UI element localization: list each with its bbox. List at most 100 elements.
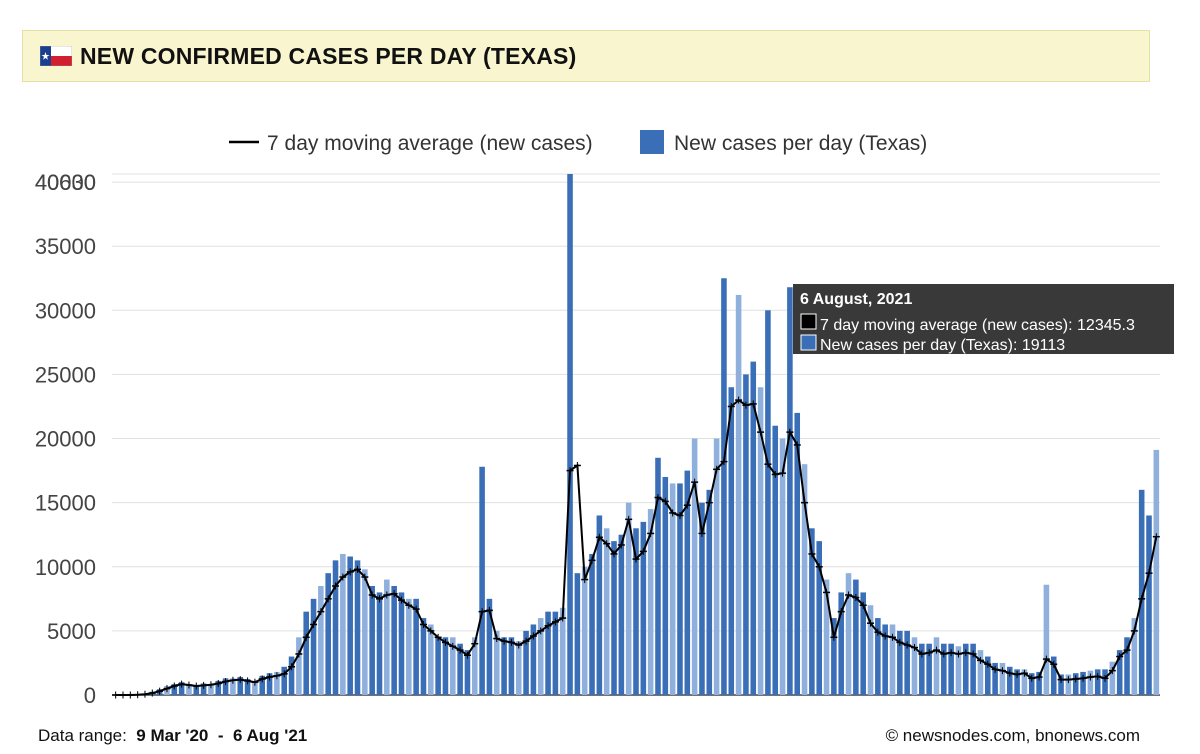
bar[interactable] [677, 483, 683, 695]
bar[interactable] [178, 682, 185, 695]
bar[interactable] [376, 592, 383, 695]
bar[interactable] [706, 489, 713, 695]
bar[interactable] [1094, 669, 1101, 695]
bar[interactable] [816, 541, 823, 695]
bar[interactable] [171, 684, 178, 695]
bar[interactable] [515, 641, 522, 695]
bar[interactable] [1131, 618, 1138, 695]
bar[interactable] [1116, 650, 1123, 695]
bar[interactable] [281, 666, 288, 695]
bar[interactable] [200, 683, 207, 695]
bar[interactable] [699, 502, 705, 695]
bar[interactable] [1138, 489, 1145, 695]
legend-item-line[interactable]: 7 day moving average (new cases) [229, 132, 593, 155]
bar[interactable] [1043, 584, 1050, 695]
bar[interactable] [933, 637, 940, 695]
bar[interactable] [442, 637, 449, 695]
bar[interactable] [1065, 674, 1072, 695]
bar[interactable] [259, 675, 266, 695]
bar[interactable] [413, 598, 419, 695]
bar[interactable] [1153, 449, 1160, 695]
bar[interactable] [310, 598, 317, 695]
bar[interactable] [1109, 661, 1116, 695]
bar[interactable] [618, 534, 625, 695]
bar[interactable] [772, 425, 779, 695]
bar[interactable] [347, 556, 353, 695]
bar[interactable] [1014, 669, 1020, 695]
bar[interactable] [603, 528, 610, 695]
bar[interactable] [288, 656, 295, 695]
bar[interactable] [794, 412, 801, 695]
bar[interactable] [398, 592, 405, 695]
bar[interactable] [435, 637, 441, 695]
bar[interactable] [955, 646, 962, 695]
bar[interactable] [471, 637, 478, 695]
bar[interactable] [230, 678, 236, 695]
bar[interactable] [523, 630, 529, 695]
moving-average-series[interactable] [112, 396, 1160, 699]
bar[interactable] [266, 673, 273, 695]
bar[interactable] [1050, 656, 1057, 695]
bar[interactable] [208, 684, 214, 695]
bar[interactable] [237, 677, 244, 695]
bar[interactable] [728, 387, 735, 695]
bar[interactable] [1072, 673, 1079, 695]
bar[interactable] [406, 598, 412, 695]
bar[interactable] [274, 671, 280, 695]
bar[interactable] [384, 579, 390, 695]
bar[interactable] [647, 509, 654, 695]
bar[interactable] [743, 374, 749, 695]
bar[interactable] [325, 573, 331, 695]
bar[interactable] [354, 560, 361, 695]
bar[interactable] [1146, 515, 1152, 695]
bar[interactable] [244, 678, 251, 695]
bar[interactable] [669, 483, 676, 695]
bar[interactable] [340, 553, 346, 695]
bar[interactable] [493, 630, 500, 695]
bar[interactable] [567, 174, 573, 695]
bar[interactable] [882, 624, 888, 695]
bar[interactable] [787, 287, 793, 695]
bar[interactable] [970, 643, 976, 695]
bar[interactable] [875, 618, 881, 695]
bar[interactable] [809, 528, 815, 695]
bar[interactable] [977, 650, 984, 695]
bar[interactable] [559, 607, 566, 695]
bar[interactable] [984, 656, 991, 695]
bar[interactable] [911, 637, 918, 695]
bar[interactable] [838, 592, 844, 695]
bar[interactable] [501, 637, 507, 695]
bar[interactable] [684, 470, 691, 695]
bar[interactable] [948, 643, 954, 695]
bar[interactable] [449, 637, 456, 695]
bar-series[interactable] [134, 174, 1160, 695]
bar[interactable] [611, 541, 617, 695]
bar[interactable] [721, 278, 727, 695]
bar[interactable] [904, 630, 910, 695]
bar[interactable] [691, 438, 698, 695]
bar[interactable] [420, 618, 427, 695]
bar[interactable] [479, 466, 485, 695]
bar[interactable] [303, 611, 309, 695]
bar[interactable] [369, 586, 375, 695]
bar[interactable] [640, 521, 647, 695]
bar[interactable] [999, 662, 1006, 695]
bar[interactable] [545, 611, 551, 695]
bar[interactable] [508, 637, 515, 695]
bar[interactable] [853, 579, 859, 695]
bar[interactable] [919, 643, 925, 695]
bar[interactable] [596, 515, 603, 695]
bar[interactable] [1080, 671, 1086, 695]
bar[interactable] [992, 662, 998, 695]
bar[interactable] [215, 680, 222, 695]
bar[interactable] [831, 618, 837, 695]
bar[interactable] [779, 438, 786, 695]
bar[interactable] [222, 678, 229, 695]
bar[interactable] [889, 624, 896, 695]
bar[interactable] [845, 573, 852, 695]
bar[interactable] [1021, 669, 1028, 695]
bar[interactable] [713, 438, 720, 695]
bar[interactable] [486, 598, 493, 695]
bar[interactable] [391, 586, 397, 695]
bar[interactable] [963, 643, 969, 695]
